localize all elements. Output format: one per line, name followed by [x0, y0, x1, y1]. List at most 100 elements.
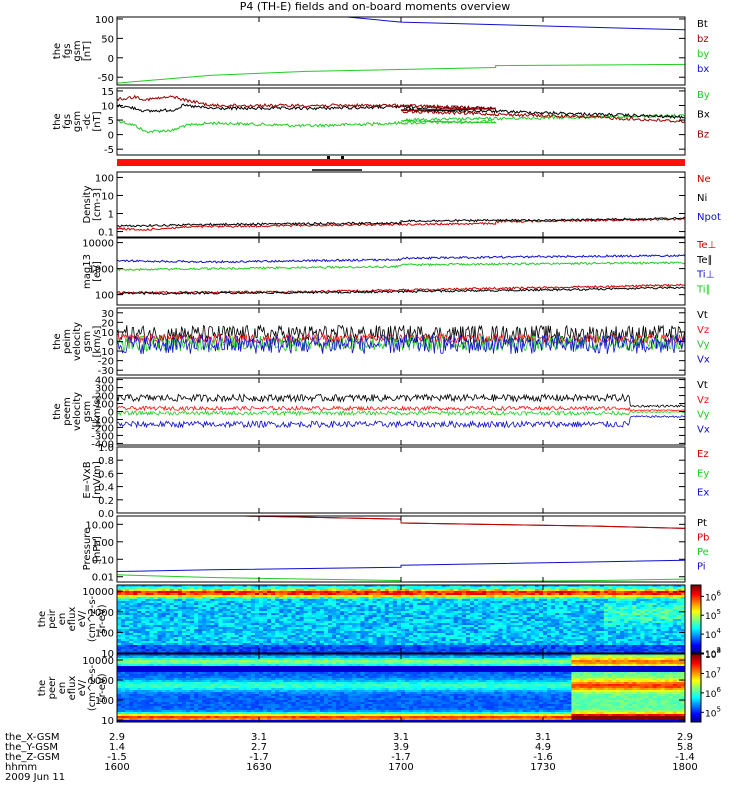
y-axis-label: eV/: [77, 679, 88, 696]
footer-value: 1630: [246, 762, 271, 773]
legend-by: By: [697, 90, 710, 101]
legend-ti⊥: Ti⊥: [696, 270, 714, 281]
y-axis-label: [nT]: [92, 111, 103, 131]
y-axis-label: Pressure: [82, 528, 93, 571]
legend-vt: Vt: [697, 380, 708, 391]
y-axis-label: the: [37, 611, 48, 627]
y-tick-label: 0.01: [92, 573, 114, 584]
legend-pb: Pb: [697, 533, 709, 544]
footer-date: 2009 Jun 11: [5, 772, 65, 783]
y-axis-label: fgs: [62, 114, 73, 129]
series-ti⊥: [117, 254, 685, 264]
y-tick-label: 0: [108, 338, 114, 349]
y-tick-label: 30: [101, 309, 114, 320]
footer-value: 2.9: [677, 732, 693, 743]
legend-ne: Ne: [697, 174, 711, 185]
y-axis-label: sr-eV): [97, 604, 108, 633]
series-pi: [117, 558, 685, 572]
y-axis-label: E=-VxB: [82, 461, 93, 498]
series-ti∥: [117, 261, 685, 272]
y-axis-label: [mV/m]: [92, 461, 103, 499]
legend-pi: Pi: [697, 562, 706, 573]
y-axis-label: the: [52, 403, 63, 419]
series-ni: [117, 216, 685, 228]
footer-value: 3.1: [535, 732, 551, 743]
y-axis-label: velocity: [72, 392, 83, 431]
y-axis-label: eV/: [77, 610, 88, 627]
y-axis-label: the: [37, 680, 48, 696]
y-tick-label: 10: [101, 191, 114, 202]
footer-value: 5.8: [677, 742, 693, 753]
legend-bx: Bx: [697, 110, 710, 121]
y-axis-label: [km/s]: [92, 325, 103, 357]
y-tick-label: 100: [95, 696, 114, 707]
footer-value: 4.9: [535, 742, 551, 753]
y-axis-label: peir: [47, 608, 58, 628]
chart-title: P4 (TH-E) fields and on-board moments ov…: [239, 0, 511, 13]
footer-value: -1.7: [391, 752, 411, 763]
panel-8: 10.00 1.00 0.10 0.01 Pressure [nPa] Pt Pb Pe Pi: [82, 515, 709, 584]
y-axis-label: [km/s]: [92, 395, 103, 427]
footer-row-label: the_X-GSM: [5, 732, 59, 743]
y-tick-label: 100: [95, 400, 114, 411]
series-ne: [117, 217, 685, 232]
legend-te⊥: Te⊥: [696, 240, 716, 251]
y-axis-label: mag13: [82, 254, 93, 289]
y-axis-label: [cm-3]: [92, 188, 103, 221]
colorbar-tick-label: 106: [705, 686, 721, 700]
y-axis-label: Density: [82, 185, 93, 223]
y-tick-label: 10000: [82, 587, 114, 598]
y-tick-label: 1000: [89, 265, 114, 276]
series-vx: [117, 415, 685, 429]
series-npot: [713, 172, 750, 182]
y-axis-label: -dc: [82, 114, 93, 129]
colorbar-tick-label: 107: [705, 666, 721, 680]
series-bx: [342, 17, 685, 37]
y-tick-label: -5: [104, 145, 114, 156]
footer-value: 1730: [530, 762, 555, 773]
y-tick-label: 100: [95, 173, 114, 184]
y-axis-label: en: [57, 613, 68, 626]
y-axis-label: the: [52, 43, 63, 59]
y-tick-label: 10000: [82, 656, 114, 667]
y-axis-label: [nT]: [82, 41, 93, 61]
legend-te∥: Te∥: [696, 255, 713, 266]
y-tick-label: -20: [98, 357, 114, 368]
y-tick-label: -300: [91, 431, 114, 442]
colorbar-tick-label: 104: [705, 627, 721, 641]
legend-ey: Ey: [697, 468, 709, 479]
legend-bx: bx: [697, 64, 709, 75]
legend-ti∥: Ti∥: [696, 284, 711, 295]
y-tick-label: 10: [101, 716, 114, 727]
y-axis-label: gsm: [82, 331, 93, 352]
y-axis-label: gsm: [72, 40, 83, 61]
y-tick-label: 10.00: [85, 520, 114, 531]
legend-ez: Ez: [697, 449, 709, 460]
series-vy: [117, 409, 685, 417]
ephemeris-footer: the_X-GSM 2.9 3.1 3.1 3.1 2.9 the_Y-GSM 1.4 2.7 3…: [5, 732, 698, 783]
legend-vt: Vt: [697, 310, 708, 321]
footer-value: -1.7: [249, 752, 269, 763]
y-axis-label: the: [52, 113, 63, 129]
y-tick-label: 400: [95, 376, 114, 387]
series-vt: [117, 392, 685, 408]
series-by: [117, 113, 685, 134]
footer-value: 1.4: [109, 742, 125, 753]
y-tick-label: 0.10: [92, 555, 114, 566]
series-te∥: [117, 286, 685, 296]
footer-value: 3.1: [251, 732, 267, 743]
series-vx: [117, 333, 685, 354]
legend-npot: Npot: [697, 212, 721, 223]
series-by: [117, 63, 685, 84]
spectrogram-9: [117, 585, 685, 653]
panel-2: 15 10 5 0 -5 the fgs gsm -dc [nT] By Bx Bz: [52, 87, 710, 156]
y-axis-label: eflux: [67, 607, 78, 632]
y-tick-label: 0: [108, 408, 114, 419]
y-tick-label: 1000: [89, 676, 114, 687]
y-tick-label: 50: [101, 34, 114, 45]
y-tick-label: 0.6: [98, 469, 114, 480]
